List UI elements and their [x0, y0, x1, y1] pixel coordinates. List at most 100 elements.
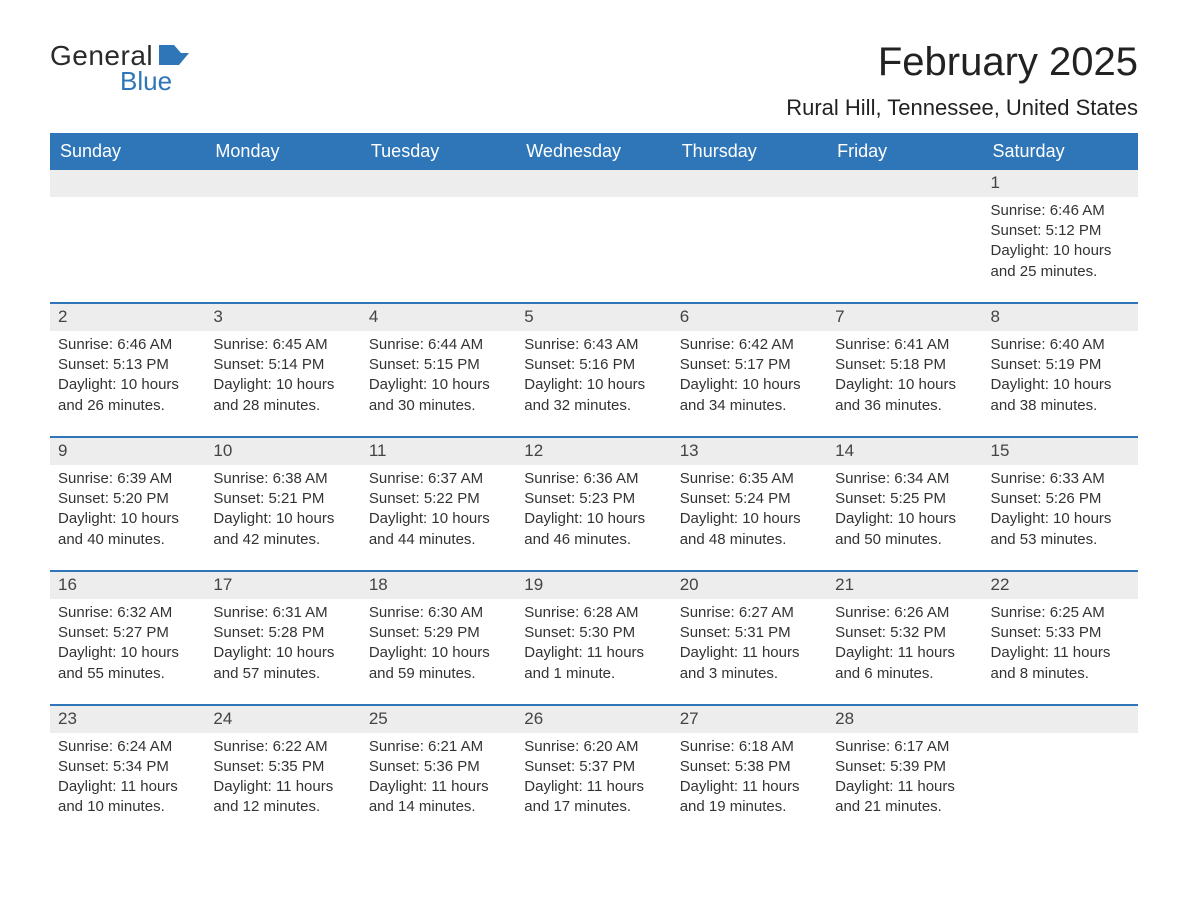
sunset-text: Sunset: 5:14 PM [213, 355, 352, 375]
weekday-header-cell: Monday [205, 133, 360, 170]
logo-text-blue: Blue [120, 66, 172, 97]
sunrise-text: Sunrise: 6:42 AM [680, 335, 819, 355]
sunrise-text: Sunrise: 6:22 AM [213, 737, 352, 757]
day-cell [827, 170, 982, 290]
sunrise-text: Sunrise: 6:44 AM [369, 335, 508, 355]
daylight-text: Daylight: 10 hours and 55 minutes. [58, 643, 197, 684]
day-number [983, 706, 1138, 733]
day-number: 17 [205, 572, 360, 599]
day-cell: 15Sunrise: 6:33 AMSunset: 5:26 PMDayligh… [983, 438, 1138, 558]
week-row: 1Sunrise: 6:46 AMSunset: 5:12 PMDaylight… [50, 170, 1138, 290]
sunrise-text: Sunrise: 6:40 AM [991, 335, 1130, 355]
week-row: 9Sunrise: 6:39 AMSunset: 5:20 PMDaylight… [50, 436, 1138, 558]
daylight-text: Daylight: 10 hours and 57 minutes. [213, 643, 352, 684]
day-cell: 21Sunrise: 6:26 AMSunset: 5:32 PMDayligh… [827, 572, 982, 692]
day-details: Sunrise: 6:22 AMSunset: 5:35 PMDaylight:… [213, 737, 352, 818]
sunset-text: Sunset: 5:35 PM [213, 757, 352, 777]
sunset-text: Sunset: 5:29 PM [369, 623, 508, 643]
sunrise-text: Sunrise: 6:46 AM [58, 335, 197, 355]
daylight-text: Daylight: 11 hours and 10 minutes. [58, 777, 197, 818]
day-details: Sunrise: 6:40 AMSunset: 5:19 PMDaylight:… [991, 335, 1130, 416]
daylight-text: Daylight: 10 hours and 42 minutes. [213, 509, 352, 550]
day-details: Sunrise: 6:42 AMSunset: 5:17 PMDaylight:… [680, 335, 819, 416]
day-details: Sunrise: 6:25 AMSunset: 5:33 PMDaylight:… [991, 603, 1130, 684]
sunset-text: Sunset: 5:33 PM [991, 623, 1130, 643]
weekday-header-cell: Friday [827, 133, 982, 170]
sunset-text: Sunset: 5:15 PM [369, 355, 508, 375]
sunrise-text: Sunrise: 6:45 AM [213, 335, 352, 355]
daylight-text: Daylight: 11 hours and 12 minutes. [213, 777, 352, 818]
daylight-text: Daylight: 10 hours and 40 minutes. [58, 509, 197, 550]
daylight-text: Daylight: 11 hours and 8 minutes. [991, 643, 1130, 684]
sunrise-text: Sunrise: 6:31 AM [213, 603, 352, 623]
sunset-text: Sunset: 5:25 PM [835, 489, 974, 509]
sunset-text: Sunset: 5:34 PM [58, 757, 197, 777]
day-cell: 23 Sunrise: 6:24 AMSunset: 5:34 PMDayligh… [50, 706, 205, 826]
day-cell: 5 Sunrise: 6:43 AMSunset: 5:16 PMDaylight… [516, 304, 671, 424]
sunset-text: Sunset: 5:19 PM [991, 355, 1130, 375]
day-number: 14 [827, 438, 982, 465]
day-number: 23 [50, 706, 205, 733]
sunset-text: Sunset: 5:30 PM [524, 623, 663, 643]
sunset-text: Sunset: 5:38 PM [680, 757, 819, 777]
day-number [516, 170, 671, 197]
weekday-header-cell: Saturday [983, 133, 1138, 170]
sunrise-text: Sunrise: 6:36 AM [524, 469, 663, 489]
day-number: 3 [205, 304, 360, 331]
sunrise-text: Sunrise: 6:25 AM [991, 603, 1130, 623]
day-details: Sunrise: 6:18 AMSunset: 5:38 PMDaylight:… [680, 737, 819, 818]
day-number [827, 170, 982, 197]
sunrise-text: Sunrise: 6:27 AM [680, 603, 819, 623]
sunset-text: Sunset: 5:36 PM [369, 757, 508, 777]
day-details: Sunrise: 6:17 AMSunset: 5:39 PMDaylight:… [835, 737, 974, 818]
day-cell: 20Sunrise: 6:27 AMSunset: 5:31 PMDayligh… [672, 572, 827, 692]
day-cell: 6Sunrise: 6:42 AMSunset: 5:17 PMDaylight… [672, 304, 827, 424]
day-number [50, 170, 205, 197]
sunrise-text: Sunrise: 6:18 AM [680, 737, 819, 757]
day-cell: 11Sunrise: 6:37 AMSunset: 5:22 PMDayligh… [361, 438, 516, 558]
sunrise-text: Sunrise: 6:39 AM [58, 469, 197, 489]
day-number [205, 170, 360, 197]
day-details: Sunrise: 6:44 AMSunset: 5:15 PMDaylight:… [369, 335, 508, 416]
day-details: Sunrise: 6:24 AMSunset: 5:34 PMDaylight:… [58, 737, 197, 818]
day-cell: 3Sunrise: 6:45 AMSunset: 5:14 PMDaylight… [205, 304, 360, 424]
day-cell: 12Sunrise: 6:36 AMSunset: 5:23 PMDayligh… [516, 438, 671, 558]
daylight-text: Daylight: 11 hours and 3 minutes. [680, 643, 819, 684]
day-details: Sunrise: 6:43 AMSunset: 5:16 PMDaylight:… [524, 335, 663, 416]
sunrise-text: Sunrise: 6:43 AM [524, 335, 663, 355]
day-number: 21 [827, 572, 982, 599]
daylight-text: Daylight: 10 hours and 36 minutes. [835, 375, 974, 416]
day-number: 11 [361, 438, 516, 465]
sunrise-text: Sunrise: 6:26 AM [835, 603, 974, 623]
day-cell: 16Sunrise: 6:32 AMSunset: 5:27 PMDayligh… [50, 572, 205, 692]
day-number: 2 [50, 304, 205, 331]
logo: General Blue [50, 40, 189, 97]
daylight-text: Daylight: 11 hours and 21 minutes. [835, 777, 974, 818]
weekday-header-cell: Sunday [50, 133, 205, 170]
day-cell [205, 170, 360, 290]
sunrise-text: Sunrise: 6:38 AM [213, 469, 352, 489]
daylight-text: Daylight: 11 hours and 1 minute. [524, 643, 663, 684]
day-cell: 19Sunrise: 6:28 AMSunset: 5:30 PMDayligh… [516, 572, 671, 692]
daylight-text: Daylight: 10 hours and 30 minutes. [369, 375, 508, 416]
sunrise-text: Sunrise: 6:34 AM [835, 469, 974, 489]
daylight-text: Daylight: 10 hours and 38 minutes. [991, 375, 1130, 416]
day-cell: 4 Sunrise: 6:44 AMSunset: 5:15 PMDaylight… [361, 304, 516, 424]
sunset-text: Sunset: 5:20 PM [58, 489, 197, 509]
day-cell: 18Sunrise: 6:30 AMSunset: 5:29 PMDayligh… [361, 572, 516, 692]
sunset-text: Sunset: 5:28 PM [213, 623, 352, 643]
week-row: 2Sunrise: 6:46 AMSunset: 5:13 PMDaylight… [50, 302, 1138, 424]
day-details: Sunrise: 6:27 AMSunset: 5:31 PMDaylight:… [680, 603, 819, 684]
daylight-text: Daylight: 10 hours and 26 minutes. [58, 375, 197, 416]
weekday-header-cell: Thursday [672, 133, 827, 170]
day-number: 13 [672, 438, 827, 465]
day-number: 5 [516, 304, 671, 331]
day-number: 7 [827, 304, 982, 331]
day-number: 4 [361, 304, 516, 331]
day-cell: 13Sunrise: 6:35 AMSunset: 5:24 PMDayligh… [672, 438, 827, 558]
day-details: Sunrise: 6:36 AMSunset: 5:23 PMDaylight:… [524, 469, 663, 550]
day-number: 9 [50, 438, 205, 465]
daylight-text: Daylight: 11 hours and 6 minutes. [835, 643, 974, 684]
daylight-text: Daylight: 10 hours and 59 minutes. [369, 643, 508, 684]
daylight-text: Daylight: 10 hours and 32 minutes. [524, 375, 663, 416]
